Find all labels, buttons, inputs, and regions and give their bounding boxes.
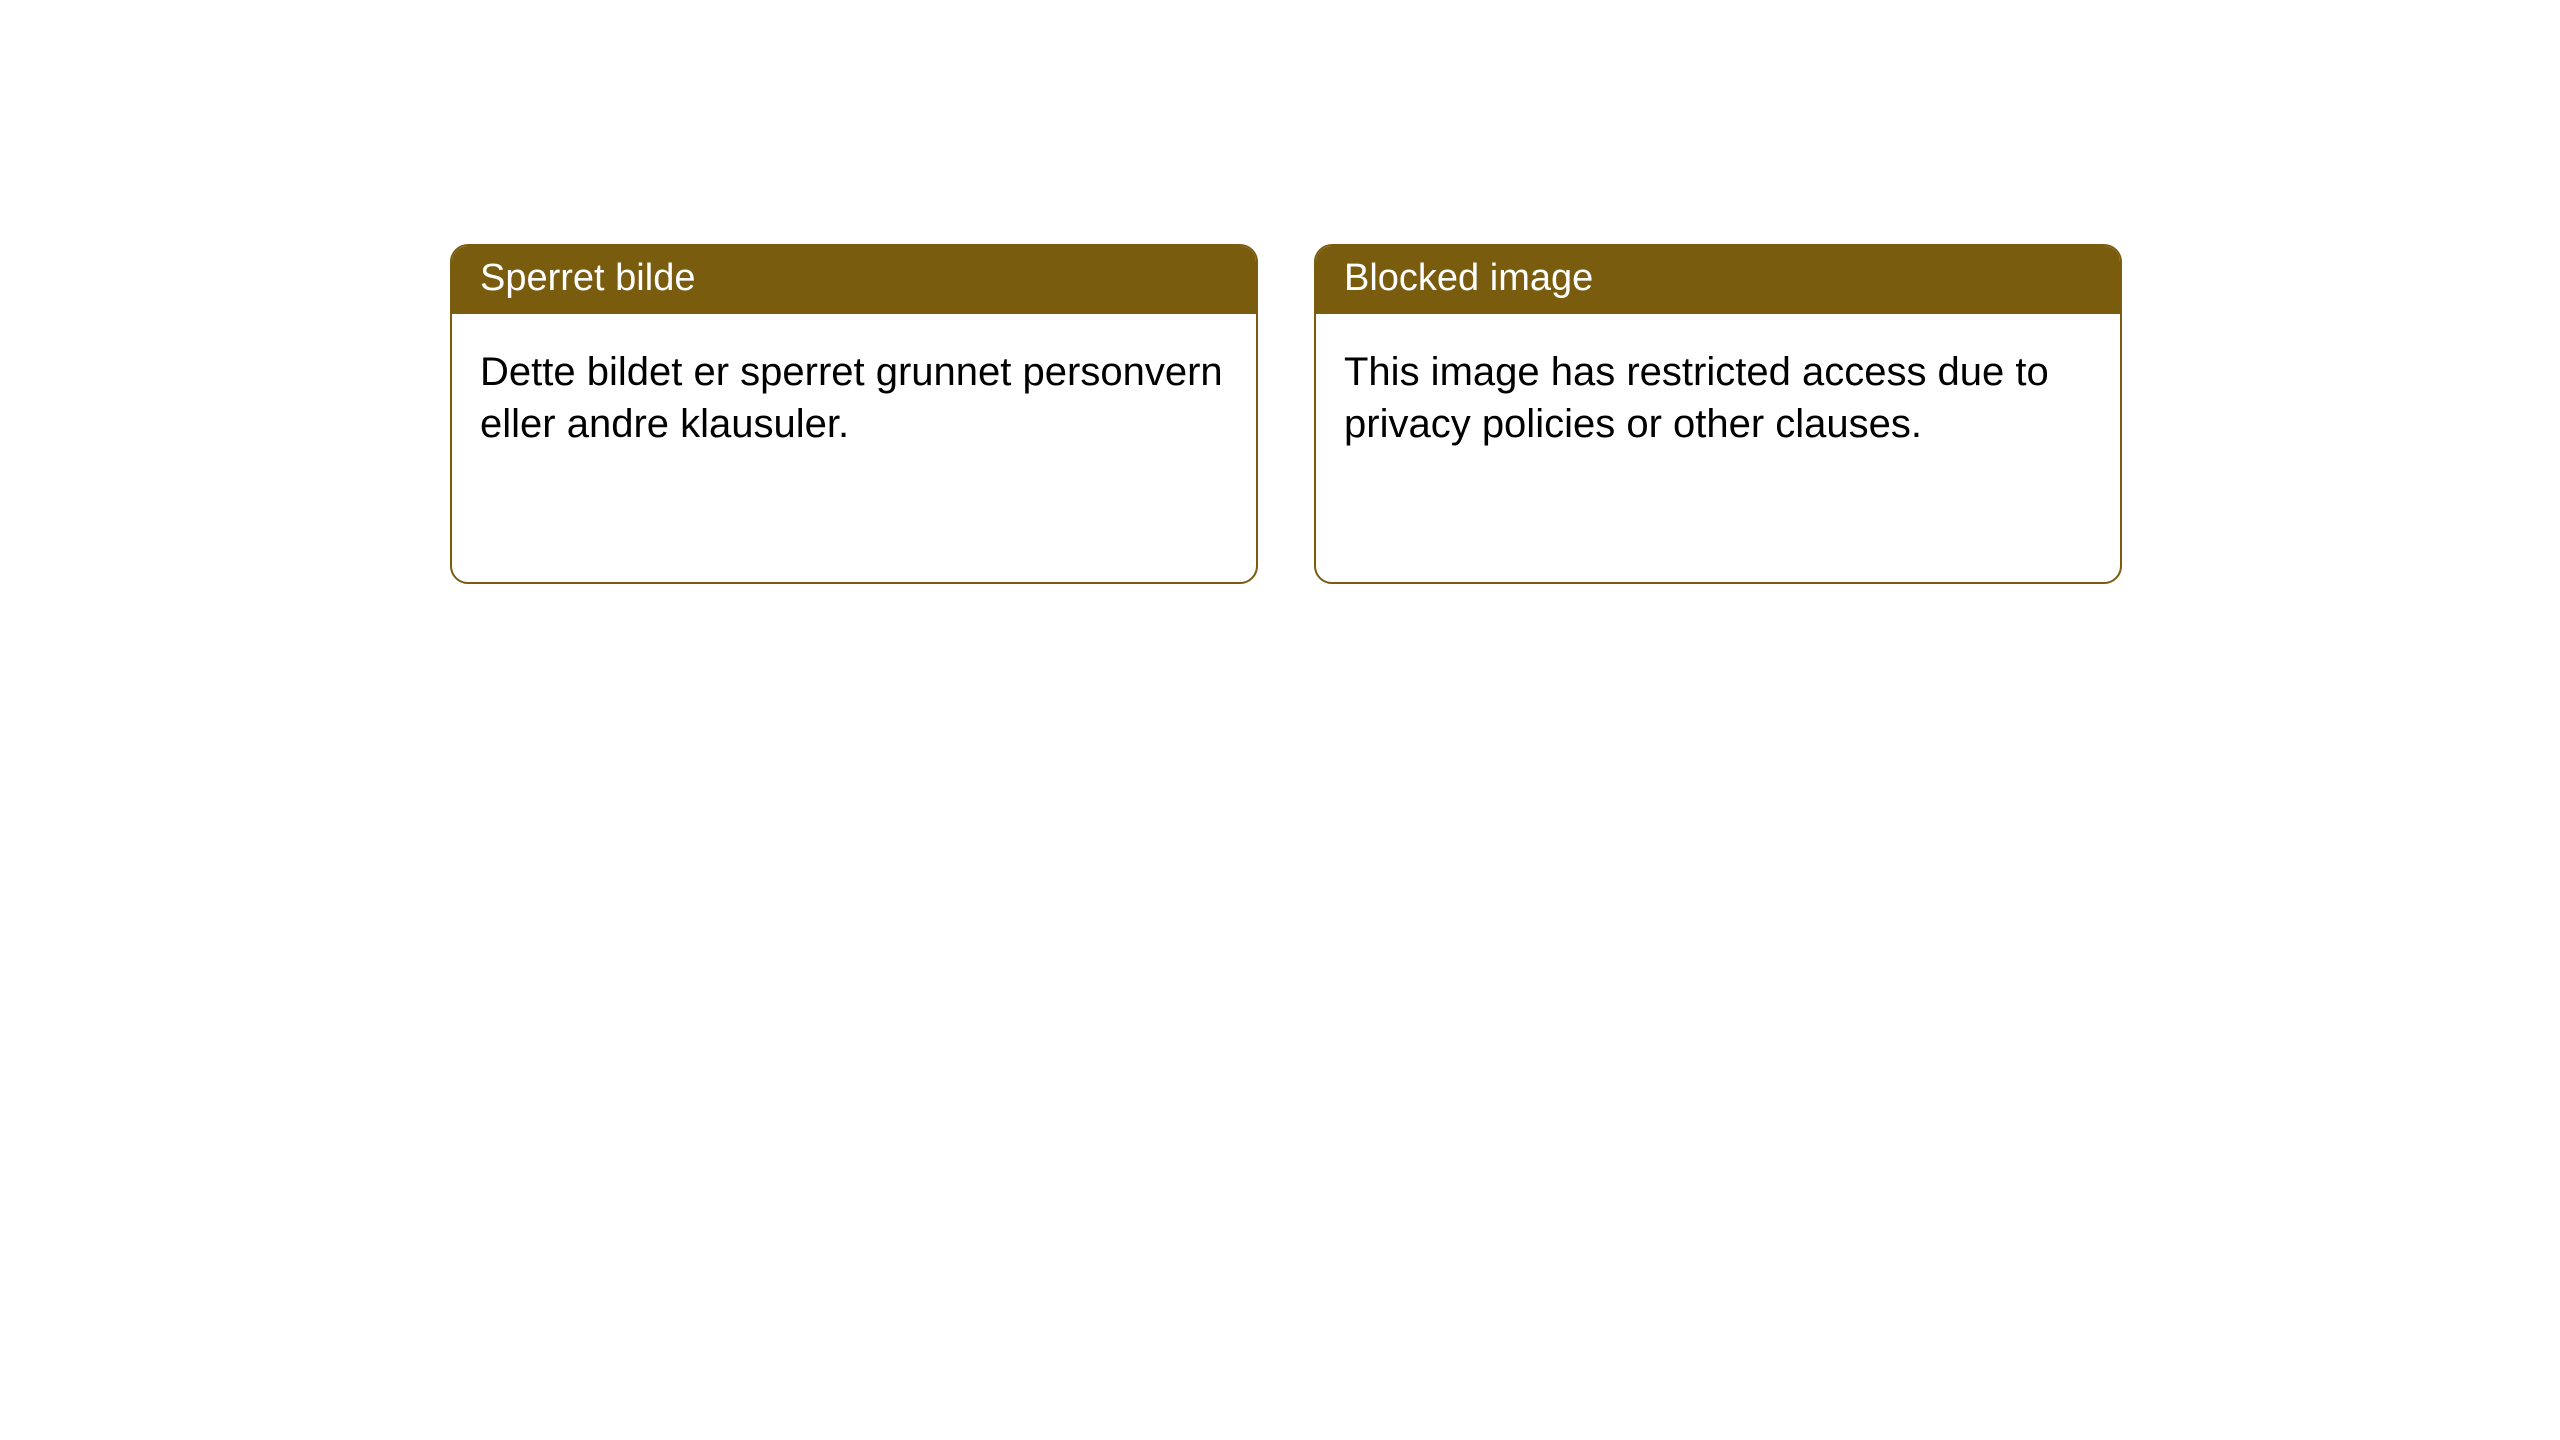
notice-card-title: Blocked image — [1316, 246, 2120, 314]
notice-cards-container: Sperret bilde Dette bildet er sperret gr… — [450, 244, 2122, 584]
notice-card-english: Blocked image This image has restricted … — [1314, 244, 2122, 584]
notice-card-body: Dette bildet er sperret grunnet personve… — [452, 314, 1256, 480]
notice-card-norwegian: Sperret bilde Dette bildet er sperret gr… — [450, 244, 1258, 584]
notice-card-body: This image has restricted access due to … — [1316, 314, 2120, 480]
notice-card-title: Sperret bilde — [452, 246, 1256, 314]
